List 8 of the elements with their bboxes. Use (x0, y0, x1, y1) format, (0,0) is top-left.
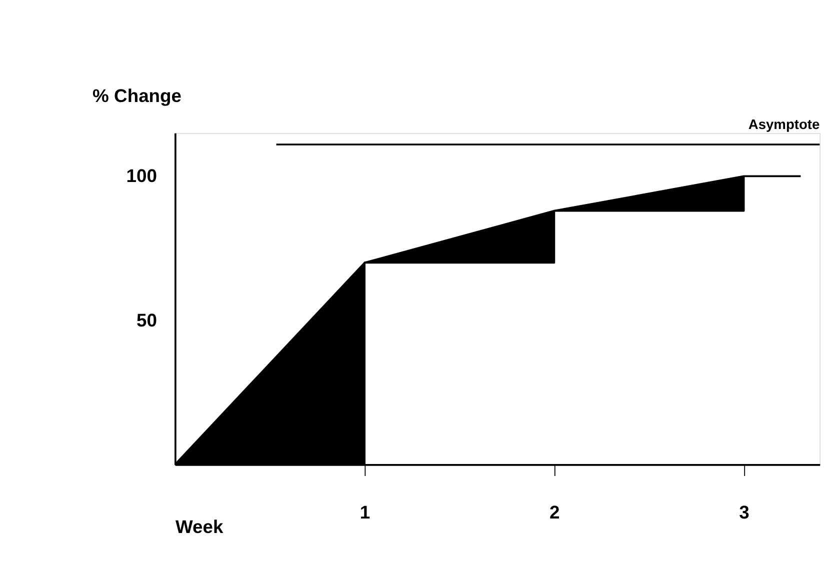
x-tick-label: 3 (739, 501, 750, 522)
x-tick-label: 1 (360, 501, 370, 522)
ref-line-label: Asymptote (748, 116, 820, 132)
x-tick-label: 2 (550, 501, 560, 522)
y-tick-label: 100 (126, 165, 158, 186)
x-axis-title: Week (175, 516, 224, 538)
y-tick-label: 50 (136, 309, 158, 330)
y-axis-title: % Change (92, 85, 182, 106)
